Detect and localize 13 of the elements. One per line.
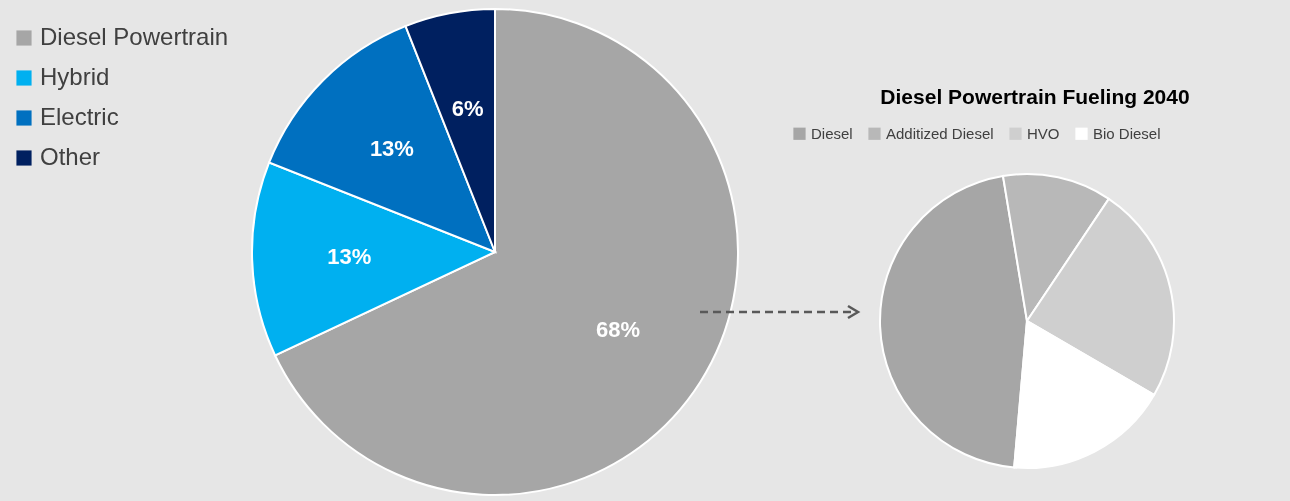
legend-label: HVO [1027, 124, 1060, 142]
legend-label: Diesel [811, 124, 853, 142]
data-label: 6% [451, 95, 484, 121]
data-label: 13% [369, 135, 414, 161]
data-label: 68% [596, 317, 641, 343]
legend-label: Electric [40, 103, 119, 130]
legend-label: Additized Diesel [886, 124, 994, 142]
chart-title: Diesel Powertrain Fueling 2040 [880, 85, 1190, 108]
legend-label: Diesel Powertrain [40, 23, 229, 50]
legend-label: Bio Diesel [1093, 124, 1161, 142]
legend-label: Other [40, 143, 101, 170]
legend-label: Hybrid [40, 63, 110, 90]
data-label: 13% [327, 243, 372, 269]
